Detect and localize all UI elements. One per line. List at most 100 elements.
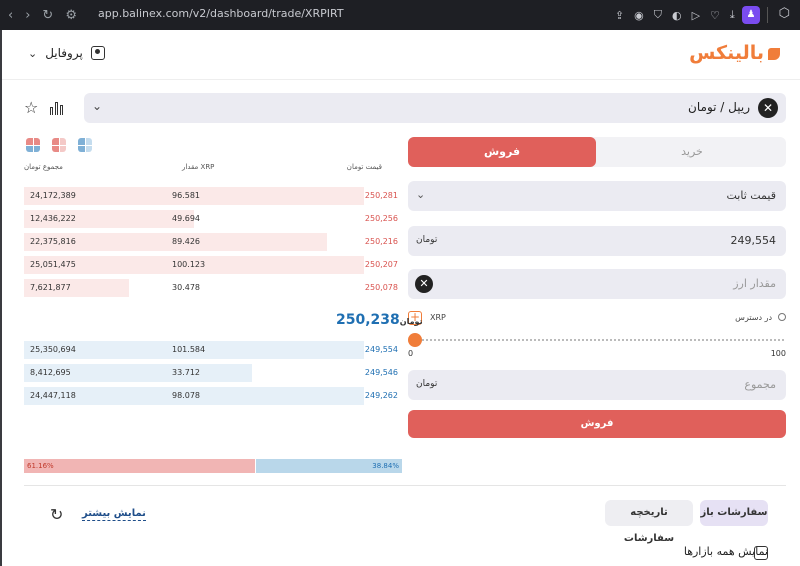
bid-row[interactable]: 25,350,694 101.584 249,554 [24, 341, 402, 359]
heart-icon[interactable]: ♡ [710, 8, 720, 22]
ask-depth-bar [24, 187, 364, 205]
ask-depth-bar [24, 256, 364, 274]
tune-icon[interactable]: ⚙ [65, 7, 77, 23]
price-unit: تومان [416, 235, 438, 245]
bid-price: 249,546 [364, 368, 398, 377]
info-icon [778, 313, 786, 321]
amount-slider[interactable]: 0 100 [408, 333, 786, 358]
col-price: قیمت تومان [346, 163, 382, 171]
slider-min: 0 [408, 349, 414, 358]
profile-extension-icon[interactable]: ♟ [742, 6, 760, 24]
plus-icon[interactable]: + [408, 310, 422, 325]
ask-row[interactable]: 25,051,475 100.123 250,207 [24, 256, 402, 274]
ask-row[interactable]: 22,375,816 89.426 250,216 [24, 233, 402, 251]
slider-track[interactable] [414, 339, 784, 341]
ask-price: 250,216 [364, 237, 398, 246]
refresh-icon[interactable]: ↻ [50, 505, 64, 524]
download-icon[interactable]: ⤓ [729, 8, 735, 21]
tab-buy[interactable]: خرید [681, 145, 703, 158]
bid-row[interactable]: 8,412,695 33.712 249,546 [24, 364, 402, 382]
ask-total: 25,051,475 [30, 260, 76, 269]
ask-rows: 24,172,389 96.581 250,281 12,436,222 49.694 2… [24, 187, 402, 302]
show-all-markets-checkbox[interactable] [754, 546, 768, 560]
ask-depth-bar [24, 233, 327, 251]
forward-icon[interactable]: › [25, 7, 31, 23]
sell-ratio: 61.16% [24, 459, 256, 473]
orderbook-header: مجموع تومان مقدار XRP قیمت تومان [24, 163, 402, 175]
bid-row[interactable]: 24,447,118 98.078 249,262 [24, 387, 402, 405]
ask-row[interactable]: 12,436,222 49.694 250,256 [24, 210, 402, 228]
xrp-coin-icon: ✕ [415, 275, 433, 293]
last-price-value: 250,238 [336, 312, 400, 328]
bid-amount: 98.078 [172, 391, 200, 400]
buy-sell-ratio-bar: 61.16% 38.84% [24, 459, 402, 473]
orderbook-asks-icon[interactable] [52, 138, 66, 152]
chart-icon[interactable] [50, 99, 66, 115]
browser-nav: ‹ › ↻ ⚙ [8, 0, 77, 30]
show-more-link[interactable]: نمایش بیشتر [82, 508, 146, 521]
ask-price: 250,256 [364, 214, 398, 223]
ask-amount: 100.123 [172, 260, 206, 269]
amount-input[interactable]: مقدار ارز ✕ [408, 269, 786, 299]
star-icon[interactable]: ☆ [24, 98, 39, 117]
col-total: مجموع تومان [24, 163, 63, 171]
ask-amount: 30.478 [172, 283, 200, 292]
profile-menu[interactable]: ⌄ پروفایل [28, 46, 105, 60]
bid-price: 249,262 [364, 391, 398, 400]
share-icon[interactable]: ⇪ [614, 8, 625, 22]
slider-max: 100 [770, 349, 786, 358]
available-balance: + XRP در دسترس [408, 310, 786, 327]
bid-total: 24,447,118 [30, 391, 76, 400]
ask-total: 12,436,222 [30, 214, 76, 223]
translate-icon[interactable]: ◐ [671, 8, 682, 22]
bid-depth-bar [24, 387, 364, 405]
address-bar[interactable]: app.balinex.com/v2/dashboard/trade/XRPIR… [98, 7, 344, 20]
available-currency: XRP [430, 313, 446, 322]
browser-tools: ⇪ ◉ ⛉ ◐ ▷ ♡ ⤓ ≡ [615, 0, 754, 30]
total-input[interactable]: مجموع تومان [408, 370, 786, 400]
chevron-down-icon: ⌄ [92, 99, 103, 113]
logo-mark-icon [768, 47, 780, 60]
reload-icon[interactable]: ↻ [42, 7, 54, 23]
chevron-down-icon: ⌄ [416, 188, 426, 201]
tab-order-history[interactable]: تاریخچه سفارشات [605, 500, 693, 544]
browser-toolbar: ‹ › ↻ ⚙ app.balinex.com/v2/dashboard/tra… [0, 0, 800, 30]
bid-total: 25,350,694 [30, 345, 76, 354]
price-input[interactable]: 249,554 تومان [408, 226, 786, 256]
orderbook-bids-icon[interactable] [78, 138, 92, 152]
price-value: 249,554 [730, 234, 777, 247]
ask-row[interactable]: 7,621,877 30.478 250,078 [24, 279, 402, 297]
amount-placeholder: مقدار ارز [733, 277, 776, 290]
profile-label: پروفایل [45, 46, 83, 60]
show-all-markets-label: نمایش همه بازارها [683, 545, 768, 558]
orderbook-view-toggles [26, 138, 92, 152]
ask-total: 7,621,877 [30, 283, 71, 292]
back-icon[interactable]: ‹ [8, 7, 14, 23]
shield-icon[interactable]: ⛉ [653, 8, 662, 21]
sell-submit-button[interactable]: فروش [408, 410, 786, 438]
bid-depth-bar [24, 341, 364, 359]
ask-row[interactable]: 24,172,389 96.581 250,281 [24, 187, 402, 205]
ask-price: 250,281 [364, 191, 398, 200]
logo-text: بالینکس [689, 42, 764, 64]
camera-icon[interactable]: ◉ [634, 8, 644, 22]
order-type-value: قیمت ثابت [726, 189, 776, 202]
cube-icon[interactable]: ⬡ [778, 6, 790, 21]
orderbook-both-icon[interactable] [26, 138, 40, 152]
play-icon[interactable]: ▷ [691, 8, 701, 22]
bid-amount: 101.584 [172, 345, 206, 354]
ask-total: 24,172,389 [30, 191, 76, 200]
tab-open-orders[interactable]: سفارشات باز [700, 500, 768, 526]
logo[interactable]: بالینکس [689, 42, 780, 64]
tab-sell[interactable]: فروش [408, 137, 596, 167]
total-placeholder: مجموع [744, 378, 776, 391]
bid-price: 249,554 [364, 345, 398, 354]
bid-amount: 33.712 [172, 368, 200, 377]
total-unit: تومان [416, 379, 438, 389]
bid-depth-bar [24, 364, 252, 382]
order-type-select[interactable]: قیمت ثابت ⌄ [408, 181, 786, 211]
market-selector[interactable]: ⌄ ریپل / تومان ✕ [84, 93, 786, 123]
ask-price: 250,078 [364, 283, 398, 292]
last-price: تومان250,238 [336, 312, 427, 328]
slider-handle[interactable] [408, 333, 422, 347]
